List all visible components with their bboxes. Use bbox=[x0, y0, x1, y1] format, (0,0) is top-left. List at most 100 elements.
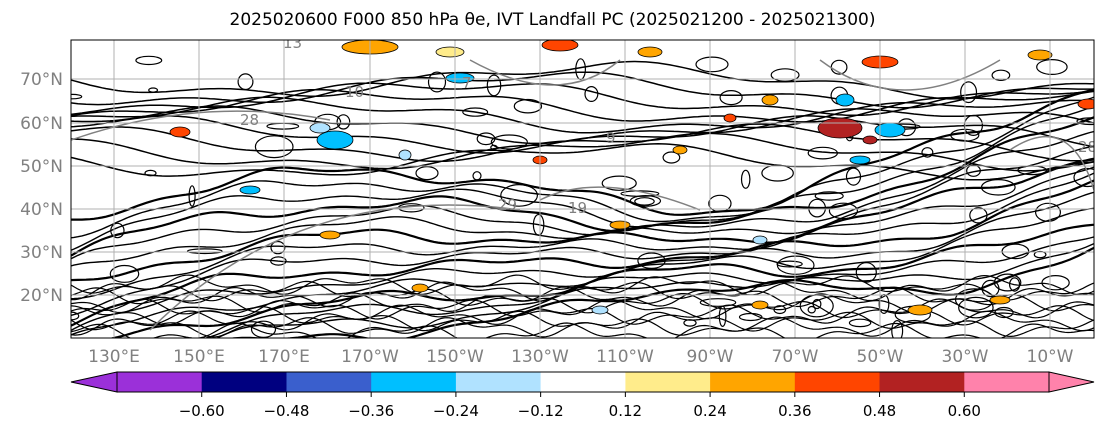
contour-label: 13 bbox=[283, 34, 302, 52]
theta-e-closed-contour bbox=[662, 151, 681, 164]
contour-label: 28 bbox=[1078, 138, 1097, 156]
theta-e-contour bbox=[71, 191, 1094, 332]
theta-e-closed-contour bbox=[770, 68, 800, 82]
theta-e-closed-contour bbox=[991, 69, 1011, 82]
anomaly-patch bbox=[398, 149, 412, 161]
ivt-contour bbox=[71, 110, 331, 141]
theta-e-closed-contour bbox=[110, 222, 125, 239]
lat-label: 50°N bbox=[20, 157, 63, 177]
theta-e-closed-contour bbox=[486, 74, 502, 97]
colorbar-segment bbox=[625, 372, 711, 392]
anomaly-patch bbox=[723, 113, 737, 123]
theta-e-closed-contour bbox=[683, 319, 697, 327]
theta-e-contour bbox=[229, 246, 1094, 338]
theta-e-closed-contour bbox=[270, 240, 286, 255]
anomaly-patch bbox=[319, 230, 341, 240]
lon-label: 150°E bbox=[173, 347, 225, 367]
contour-labels: 13 10 7 28 19 9 28 29 bbox=[240, 34, 1097, 217]
theta-e-closed-contour bbox=[969, 207, 988, 224]
theta-e-closed-contour bbox=[1034, 202, 1061, 222]
theta-e-closed-contour bbox=[109, 264, 140, 283]
ivt-contour bbox=[469, 59, 621, 86]
theta-e-closed-contour bbox=[845, 167, 862, 186]
anomaly-patch bbox=[989, 295, 1011, 305]
theta-e-closed-contour bbox=[773, 305, 787, 315]
theta-e-contour bbox=[71, 322, 1094, 338]
lon-label: 70°W bbox=[772, 347, 819, 367]
theta-e-contour bbox=[71, 71, 1094, 109]
ivt-contour bbox=[819, 59, 1001, 91]
theta-e-contour bbox=[71, 280, 1094, 302]
lon-label: 170°W bbox=[341, 347, 399, 367]
colorbar-segment bbox=[455, 372, 542, 392]
colorbar-tick-label: −0.24 bbox=[433, 402, 479, 420]
anomaly-patch bbox=[445, 72, 475, 84]
theta-e-closed-contour bbox=[637, 252, 666, 270]
theta-e-contour bbox=[71, 130, 1094, 260]
colorbar-tick-label: −0.12 bbox=[518, 402, 564, 420]
lat-label: 70°N bbox=[20, 70, 63, 90]
theta-e-closed-contour bbox=[1036, 58, 1068, 75]
theta-e-contour bbox=[71, 123, 1094, 163]
lon-label: 130°E bbox=[88, 347, 140, 367]
theta-e-closed-contour bbox=[490, 134, 528, 150]
lat-label: 30°N bbox=[20, 243, 63, 263]
theta-e-closed-contour bbox=[981, 279, 1000, 298]
anomaly-patch bbox=[835, 93, 855, 107]
theta-e-closed-contour bbox=[958, 296, 994, 319]
anomaly-patch bbox=[591, 305, 609, 315]
theta-e-closed-contour bbox=[855, 262, 877, 283]
theta-e-closed-contour bbox=[601, 175, 637, 191]
anomaly-patch bbox=[411, 283, 429, 293]
theta-e-contour bbox=[71, 96, 1094, 134]
theta-e-contour bbox=[215, 242, 1094, 338]
theta-e-closed-contour bbox=[1073, 167, 1094, 188]
theta-e-closed-contour bbox=[828, 202, 859, 220]
theta-e-closed-contour bbox=[776, 260, 803, 268]
theta-e-contour bbox=[71, 88, 1094, 221]
colorbar-tick-label: −0.60 bbox=[179, 402, 225, 420]
colorbar-segment bbox=[964, 372, 1050, 392]
theta-e-closed-contour bbox=[135, 55, 163, 66]
theta-e-closed-contour bbox=[738, 312, 763, 322]
colorbar-tick-label: 0.12 bbox=[609, 402, 642, 420]
anomaly-patch bbox=[817, 117, 863, 139]
theta-e-closed-contour bbox=[254, 135, 294, 159]
anomaly-patch bbox=[309, 122, 331, 134]
theta-e-contours bbox=[71, 55, 1094, 338]
colorbar-segment bbox=[879, 372, 965, 392]
theta-e-closed-contour bbox=[500, 183, 538, 207]
ivt-contour bbox=[149, 204, 521, 331]
lon-label: 90°W bbox=[687, 347, 734, 367]
ivt-contour bbox=[539, 186, 701, 211]
theta-e-closed-contour bbox=[336, 114, 351, 130]
theta-e-contour bbox=[71, 132, 1094, 172]
theta-e-closed-contour bbox=[812, 298, 822, 310]
anomaly-patch bbox=[541, 40, 579, 52]
colorbar-segment bbox=[371, 372, 457, 392]
theta-e-closed-contour bbox=[250, 320, 277, 338]
latitude-labels: 70°N 60°N 50°N 40°N 30°N 20°N bbox=[20, 70, 63, 306]
colorbar-tick-label: 0.60 bbox=[948, 402, 981, 420]
anomaly-patch bbox=[435, 46, 465, 58]
theta-e-closed-contour bbox=[188, 185, 196, 207]
lon-label: 110°W bbox=[596, 347, 654, 367]
colorbar-frame bbox=[116, 371, 1050, 393]
theta-e-contour bbox=[203, 236, 1094, 338]
theta-e-closed-contour bbox=[490, 144, 498, 151]
map-frame bbox=[70, 39, 1095, 339]
longitude-labels: 130°E 150°E 170°E 170°W 150°W 130°W 110°W 90°W 7… bbox=[88, 347, 1074, 367]
contour-label: 9 bbox=[606, 129, 616, 147]
theta-e-closed-contour bbox=[237, 73, 254, 91]
anomaly-patch bbox=[752, 235, 768, 245]
colorbar-segment bbox=[540, 372, 626, 392]
theta-e-contour bbox=[71, 96, 1094, 239]
theta-e-closed-contour bbox=[427, 71, 447, 93]
theta-e-contour bbox=[71, 298, 1094, 320]
theta-e-contour bbox=[71, 166, 1094, 300]
theta-e-contour bbox=[71, 143, 1094, 181]
anomaly-patch bbox=[169, 126, 191, 138]
map-title: 2025020600 F000 850 hPa θe, IVT Landfall… bbox=[229, 10, 876, 30]
theta-e-contour bbox=[71, 316, 1094, 338]
